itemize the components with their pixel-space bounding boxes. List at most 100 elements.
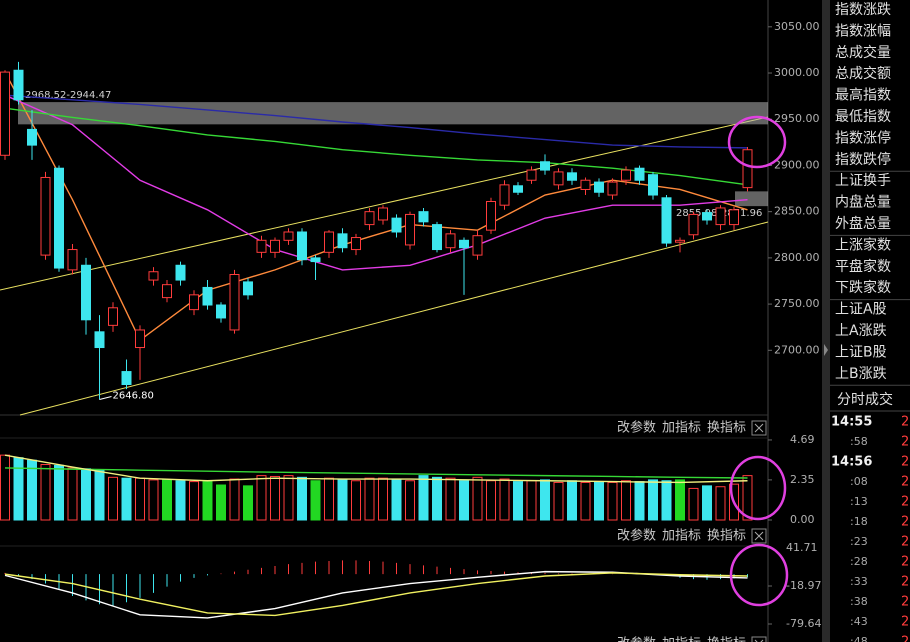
candle-body: [81, 264, 91, 321]
macd-line: [4, 572, 748, 617]
trade-time: 14:56: [831, 455, 872, 470]
menu-item[interactable]: 总成交额: [835, 65, 891, 82]
trade-time: :38: [850, 595, 868, 608]
volume-bar: [148, 479, 159, 521]
volume-bar: [702, 485, 712, 521]
volume-bar: [688, 487, 699, 521]
candle-body: [607, 181, 618, 196]
volume-bar: [675, 479, 685, 521]
menu-item[interactable]: 上A涨跌: [835, 323, 887, 339]
trade-time: :43: [850, 615, 868, 628]
menu-item[interactable]: 总成交量: [835, 44, 891, 61]
volume-bar: [540, 479, 550, 521]
close-icon: [754, 531, 764, 541]
menu-item[interactable]: 最高指数: [835, 87, 891, 104]
y-tick-label: 2750.00: [774, 297, 820, 310]
zone-box: [18, 102, 768, 125]
candle-body: [499, 184, 510, 206]
candle-body: [229, 274, 240, 331]
volume-bar: [229, 478, 240, 521]
trade-time: :28: [850, 555, 868, 568]
volume-bar: [243, 485, 253, 521]
candle-body: [283, 231, 294, 241]
candle-body: [364, 211, 375, 226]
volume-bar: [297, 476, 307, 521]
trade-price: 2: [901, 615, 909, 630]
menu-item[interactable]: 指数涨停: [835, 129, 891, 146]
y-tick-label: 3050.00: [774, 20, 820, 33]
y-tick-label: 2.35: [790, 473, 815, 486]
menu-item[interactable]: 内盘总量: [835, 194, 891, 211]
volume-bar: [472, 476, 483, 521]
close-button[interactable]: [751, 420, 767, 436]
volume-bar: [270, 475, 280, 521]
close-button[interactable]: [751, 528, 767, 544]
candle-body: [432, 224, 442, 251]
volume-bar: [135, 477, 145, 521]
volume-bar: [594, 481, 604, 521]
trade-price: 2: [901, 575, 909, 590]
toolbar-button[interactable]: 加指标: [662, 637, 701, 642]
menu-item[interactable]: 上证B股: [835, 344, 887, 360]
toolbar-button[interactable]: 换指标: [707, 421, 746, 436]
candle-body: [391, 217, 402, 233]
candle-body: [67, 249, 78, 271]
channel-lower: [19, 221, 769, 416]
scrollbar[interactable]: [822, 0, 830, 642]
candle-body: [13, 69, 24, 101]
candle-body: [270, 239, 280, 253]
menu-item[interactable]: 上B涨跌: [835, 366, 887, 382]
menu-item[interactable]: 指数涨跌: [835, 2, 891, 18]
toolbar-button[interactable]: 换指标: [707, 637, 746, 642]
menu-item[interactable]: 平盘家数: [835, 258, 891, 275]
candle-body: [202, 286, 213, 306]
toolbar-button[interactable]: 改参数: [617, 528, 656, 544]
toolbar-button[interactable]: 改参数: [617, 420, 656, 436]
y-tick-label: 2800.00: [774, 251, 820, 264]
volume-bar: [121, 477, 132, 521]
volume-bar: [337, 478, 348, 521]
candle-body: [688, 213, 699, 236]
candle-body: [405, 213, 415, 246]
moving-average: [4, 107, 748, 186]
volume-bar: [607, 481, 618, 521]
close-button[interactable]: [751, 636, 767, 642]
volume-bar: [378, 477, 388, 521]
menu-item[interactable]: 外盘总量: [835, 215, 891, 232]
trade-price: 2: [901, 435, 909, 450]
y-tick-label: 4.69: [790, 433, 815, 446]
toolbar-button[interactable]: 改参数: [617, 636, 656, 642]
volume-bar: [189, 481, 199, 521]
menu-item[interactable]: 下跌家数: [835, 279, 891, 296]
menu-item[interactable]: 指数跌停: [835, 151, 891, 168]
trade-price: 2: [901, 415, 909, 430]
candle-body: [337, 233, 348, 249]
toolbar-button[interactable]: 加指标: [662, 529, 701, 544]
low-label: 2646.80: [113, 390, 154, 401]
menu-item[interactable]: 指数涨幅: [835, 23, 891, 39]
candle-body: [0, 71, 10, 156]
menu-item[interactable]: 上证A股: [835, 302, 887, 318]
y-tick-label: -18.97: [786, 579, 821, 592]
menu-item[interactable]: 上涨家数: [835, 236, 891, 253]
candle-body: [472, 235, 483, 256]
toolbar-button[interactable]: 换指标: [707, 529, 746, 544]
toolbar-button[interactable]: 加指标: [662, 421, 701, 436]
menu-item[interactable]: 最低指数: [835, 109, 891, 125]
candle-body: [216, 304, 226, 319]
volume-bar: [715, 486, 726, 521]
trade-price: 2: [901, 475, 909, 490]
volume-bar: [513, 481, 523, 521]
y-tick-label: 0.00: [790, 513, 815, 526]
close-icon: [754, 639, 764, 642]
trade-price: 2: [901, 555, 909, 570]
zone-label: 2968.52-2944.47: [25, 90, 111, 101]
highlight-circle: [729, 455, 787, 521]
trade-price: 2: [901, 535, 909, 550]
y-tick-label: 2950.00: [774, 112, 820, 125]
collapse-arrow[interactable]: [824, 344, 828, 356]
candle-body: [148, 271, 159, 281]
menu-item[interactable]: 上证换手: [835, 172, 891, 189]
trades-title[interactable]: 分时成交: [837, 391, 893, 408]
